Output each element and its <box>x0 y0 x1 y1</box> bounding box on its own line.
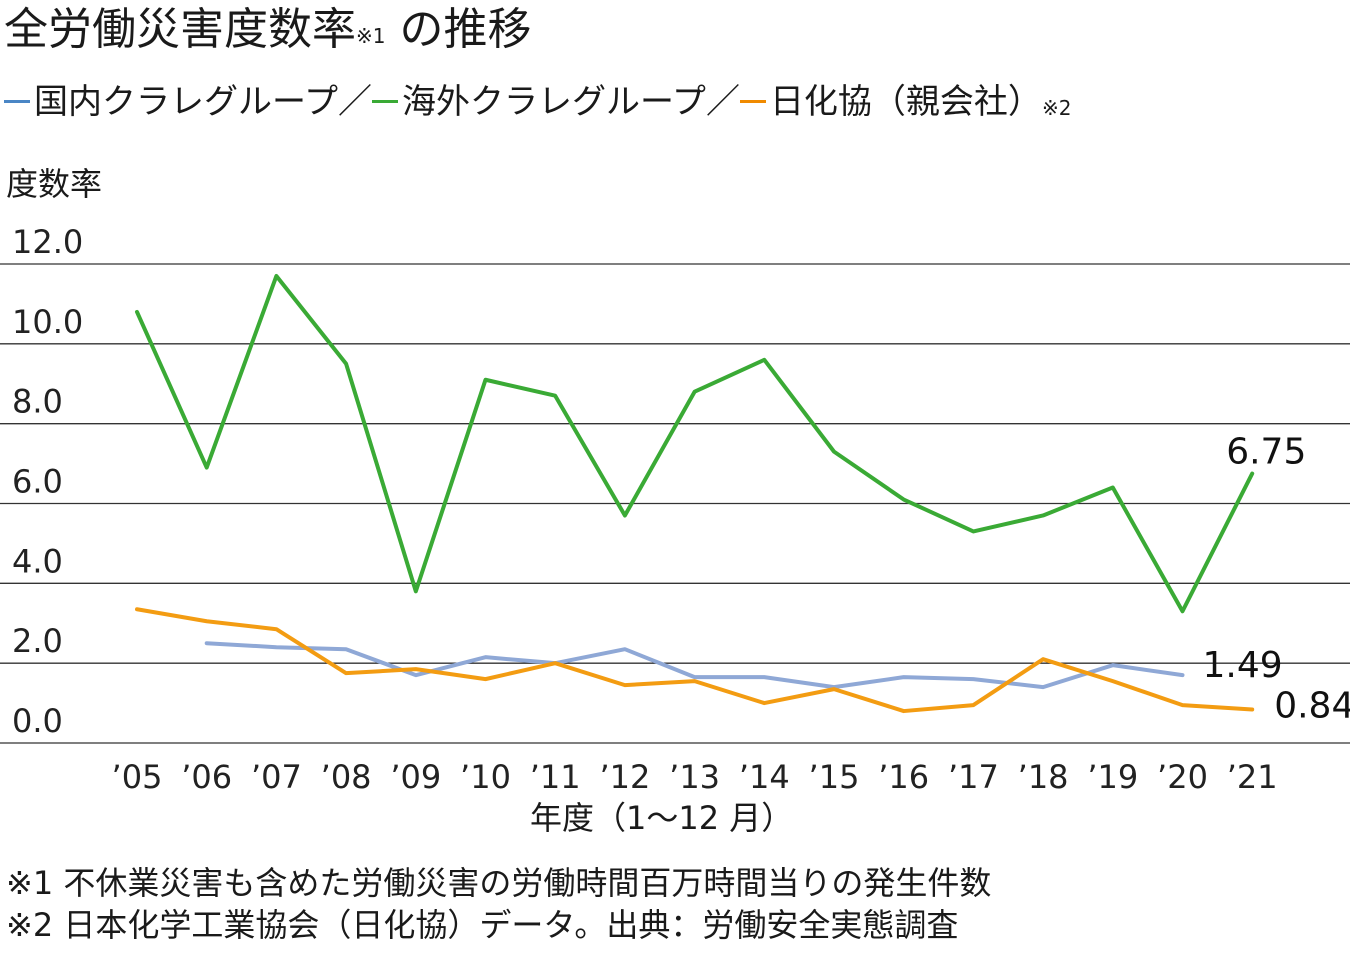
x-tick-label: ’11 <box>530 758 581 796</box>
x-tick-label: ’10 <box>460 758 511 796</box>
y-tick-label: 6.0 <box>12 463 63 501</box>
y-tick-label: 10.0 <box>12 303 83 341</box>
chart-title-rest: の推移 <box>399 4 532 55</box>
legend-separator: ／ <box>705 82 740 122</box>
x-tick-label: ’07 <box>251 758 302 796</box>
chart-title-footnote-mark: ※1 <box>356 24 386 48</box>
x-tick-label: ’06 <box>181 758 232 796</box>
x-tick-label: ’15 <box>809 758 860 796</box>
footnote-1: ※1 不休業災害も含めた労働災害の労働時間百万時間当りの発生件数 <box>6 864 992 902</box>
chart-title-main: 全労働災害度数率 <box>4 4 356 55</box>
x-tick-label: ’12 <box>599 758 650 796</box>
y-tick-label: 12.0 <box>12 223 83 261</box>
data-label: 6.75 <box>1226 432 1306 473</box>
y-tick-label: 0.0 <box>12 702 63 740</box>
y-axis-title: 度数率 <box>6 165 103 203</box>
series-line <box>135 273 1255 614</box>
data-label: 0.84 <box>1274 685 1350 726</box>
legend-swatch-overseas <box>371 100 398 103</box>
chart-title: 全労働災害度数率※1 の推移 <box>4 2 531 58</box>
footnotes: ※1 不休業災害も含めた労働災害の労働時間百万時間当りの発生件数 ※2 日本化学… <box>6 862 991 946</box>
x-tick-label: ’17 <box>948 758 999 796</box>
legend-label-jcia: 日化協（親会社） <box>769 82 1042 122</box>
chart-legend: 国内クラレグループ／ 海外クラレグループ／ 日化協（親会社）※2 <box>4 78 1071 126</box>
x-tick-label: ’05 <box>112 758 163 796</box>
series-line <box>135 607 1255 714</box>
x-tick-label: ’21 <box>1227 758 1278 796</box>
x-tick-label: ’19 <box>1087 758 1138 796</box>
footnote-2: ※2 日本化学工業協会（日化協）データ。出典：労働安全実態調査 <box>6 906 959 944</box>
x-tick-label: ’16 <box>878 758 929 796</box>
legend-swatch-domestic <box>4 100 30 103</box>
legend-label-overseas: 海外クラレグループ <box>401 82 706 122</box>
y-tick-label: 4.0 <box>12 542 63 580</box>
x-tick-label: ’13 <box>669 758 720 796</box>
data-label: 1.49 <box>1203 645 1283 686</box>
x-tick-label: ’08 <box>321 758 372 796</box>
x-axis-title: 年度（1〜12 月） <box>530 799 794 837</box>
x-tick-label: ’20 <box>1157 758 1208 796</box>
legend-swatch-jcia <box>739 100 766 103</box>
x-tick-label: ’09 <box>390 758 441 796</box>
y-tick-label: 2.0 <box>12 622 63 660</box>
x-tick-label: ’14 <box>739 758 790 796</box>
legend-label-domestic: 国内クラレグループ <box>34 82 338 122</box>
legend-footnote-mark: ※2 <box>1041 96 1072 120</box>
y-tick-label: 8.0 <box>12 383 63 421</box>
legend-separator: ／ <box>337 82 372 122</box>
x-tick-label: ’18 <box>1018 758 1069 796</box>
